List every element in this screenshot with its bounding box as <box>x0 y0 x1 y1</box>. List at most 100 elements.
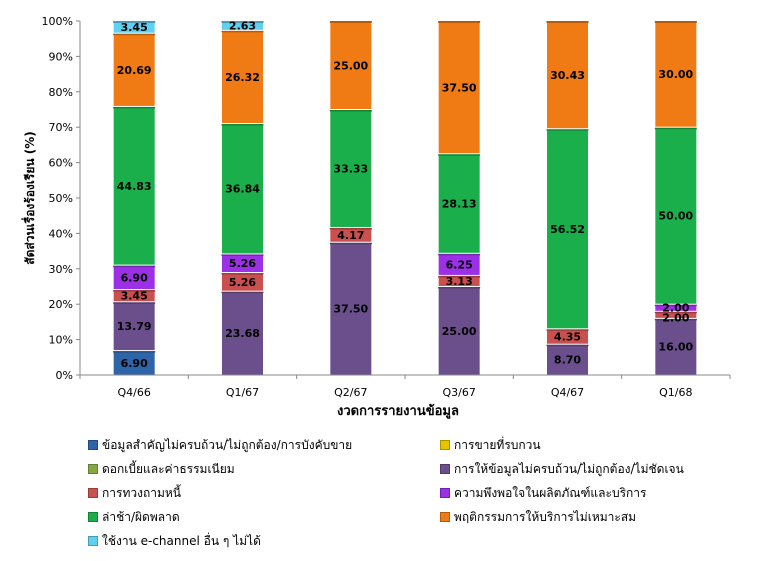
x-axis-title: งวดการรายงานข้อมูล <box>337 403 459 419</box>
x-tick-label: Q2/67 <box>334 386 367 399</box>
bar-segment-edge <box>438 275 481 278</box>
bar-segment-edge <box>221 291 264 294</box>
x-tick-label: Q4/67 <box>551 386 584 399</box>
bar-segment-edge <box>221 253 264 256</box>
bar-segment <box>112 264 156 291</box>
legend-swatch <box>440 440 450 450</box>
data-label: 6.90 <box>121 357 148 370</box>
bar-segment-edge <box>438 20 481 23</box>
legend-swatch <box>440 512 450 522</box>
bar-segment-edge <box>113 106 156 109</box>
legend-label: ข้อมูลสำคัญไม่ครบถ้วน/ไม่ถูกต้อง/การบังค… <box>102 437 353 452</box>
data-label: 16.00 <box>658 341 693 354</box>
bar-segment <box>546 128 589 330</box>
data-label: 33.33 <box>333 162 368 175</box>
bar-segment <box>221 29 264 125</box>
legend-item: ล่าช้า/ผิดพลาด <box>88 506 440 528</box>
legend-swatch <box>88 488 98 498</box>
bar-segment-edge <box>113 301 156 304</box>
bar-segment-edge <box>221 21 264 24</box>
bar-segment-edge <box>113 350 156 353</box>
bar-segment-edge <box>546 128 589 131</box>
bar-segment-edge <box>221 123 264 126</box>
legend-item: พฤติกรรมการให้บริการไม่เหมาะสม <box>440 506 740 528</box>
bar-segment-edge <box>546 344 589 347</box>
bar-segment <box>112 105 156 266</box>
bar-segment <box>437 20 481 155</box>
chart-canvas: 0% 10% 20% 30% 40% 50% 60% 70% 80% 90% 100% 6.90 13… <box>21 15 731 419</box>
bar-segment-edge <box>329 242 372 245</box>
bar-segment-edge <box>438 286 481 289</box>
data-label: 44.83 <box>117 180 152 193</box>
bar-segment-edge <box>438 253 481 256</box>
data-labels-layer: 6.90 13.79 3.45 6.90 44.83 20.69 3.45 23.68 5.26… <box>117 20 694 370</box>
x-axis: Q4/66 Q1/67 Q2/67 Q3/67 Q4/67 Q1/68 <box>79 374 731 399</box>
data-label: 4.35 <box>554 331 581 344</box>
bar-segment-edge <box>329 109 372 112</box>
bar-segment-edge <box>113 20 156 23</box>
bar-segment-edge <box>546 21 589 23</box>
data-label: 30.00 <box>658 68 693 81</box>
data-label: 37.50 <box>442 81 477 94</box>
legend-label: พฤติกรรมการให้บริการไม่เหมาะสม <box>454 509 637 524</box>
bar-segment-edge <box>546 328 589 331</box>
y-tick-label: 70% <box>49 121 73 134</box>
bar-segment-edge <box>221 272 264 275</box>
bar-segment-edge <box>654 311 697 314</box>
legend-item: การให้ข้อมูลไม่ครบถ้วน/ไม่ถูกต้อง/ไม่ชัด… <box>440 458 740 480</box>
data-label: 6.25 <box>446 258 473 271</box>
data-label: 3.45 <box>121 290 148 303</box>
data-label: 8.70 <box>554 354 581 367</box>
data-label: 5.26 <box>229 257 256 270</box>
y-tick-label: 100% <box>42 15 73 28</box>
legend-swatch <box>88 512 98 522</box>
bar-segment-edge <box>654 304 697 307</box>
bars-layer <box>112 20 698 376</box>
data-label: 28.13 <box>442 198 477 211</box>
bar-segment-edge <box>113 33 156 36</box>
data-label: 36.84 <box>225 183 260 196</box>
x-tick-label: Q1/68 <box>659 386 692 399</box>
bar-segment-edge <box>329 227 372 230</box>
data-label: 2.63 <box>229 20 256 33</box>
legend-label: ความพึงพอใจในผลิตภัณฑ์และบริการ <box>454 485 647 500</box>
legend-swatch <box>88 536 98 546</box>
y-tick-label: 0% <box>56 369 73 382</box>
bar-segment <box>329 109 373 228</box>
legend-item: การขายที่รบกวน <box>440 434 740 456</box>
bar-segment <box>654 126 698 305</box>
data-label: 30.43 <box>550 69 585 82</box>
data-label: 25.00 <box>333 59 368 72</box>
bar-segment <box>112 301 156 352</box>
legend-label: ใช้งาน e-channel อื่น ๆ ไม่ได้ <box>102 533 261 548</box>
data-label: 2.00 <box>662 312 689 325</box>
legend-swatch <box>440 464 450 474</box>
x-tick-label: Q3/67 <box>442 386 475 399</box>
bar-segment <box>546 20 589 130</box>
bar-segment <box>654 317 698 376</box>
y-tick-label: 80% <box>49 86 73 99</box>
legend-label: ดอกเบี้ยและค่าธรรมเนียม <box>102 461 235 476</box>
bar-segment-edge <box>329 21 372 23</box>
legend-item: การทวงถามหนี้ <box>88 482 440 504</box>
legend-item: ใช้งาน e-channel อื่น ๆ ไม่ได้ <box>88 530 440 552</box>
x-tick-label: Q4/66 <box>117 386 150 399</box>
bar-segment-edge <box>654 127 697 130</box>
y-axis-title: สัดส่วนเรื่องร้องเรียน (%) <box>21 131 37 264</box>
bar-segment <box>329 241 373 376</box>
bar-segment-edge <box>113 265 156 268</box>
y-tick-label: 10% <box>49 334 73 347</box>
y-tick-label: 90% <box>49 50 73 63</box>
bar-segment <box>221 123 264 255</box>
legend-swatch <box>440 488 450 498</box>
data-label: 50.00 <box>658 210 693 223</box>
y-tick-label: 30% <box>49 263 73 276</box>
data-label: 25.00 <box>442 325 477 338</box>
chart-legend: ข้อมูลสำคัญไม่ครบถ้วน/ไม่ถูกต้อง/การบังค… <box>88 434 748 552</box>
data-label: 23.68 <box>225 327 260 340</box>
data-label: 4.17 <box>337 229 364 242</box>
data-label: 37.50 <box>333 303 368 316</box>
legend-label: ล่าช้า/ผิดพลาด <box>102 509 180 524</box>
data-label: 3.45 <box>121 21 148 34</box>
data-label: 56.52 <box>550 223 585 236</box>
